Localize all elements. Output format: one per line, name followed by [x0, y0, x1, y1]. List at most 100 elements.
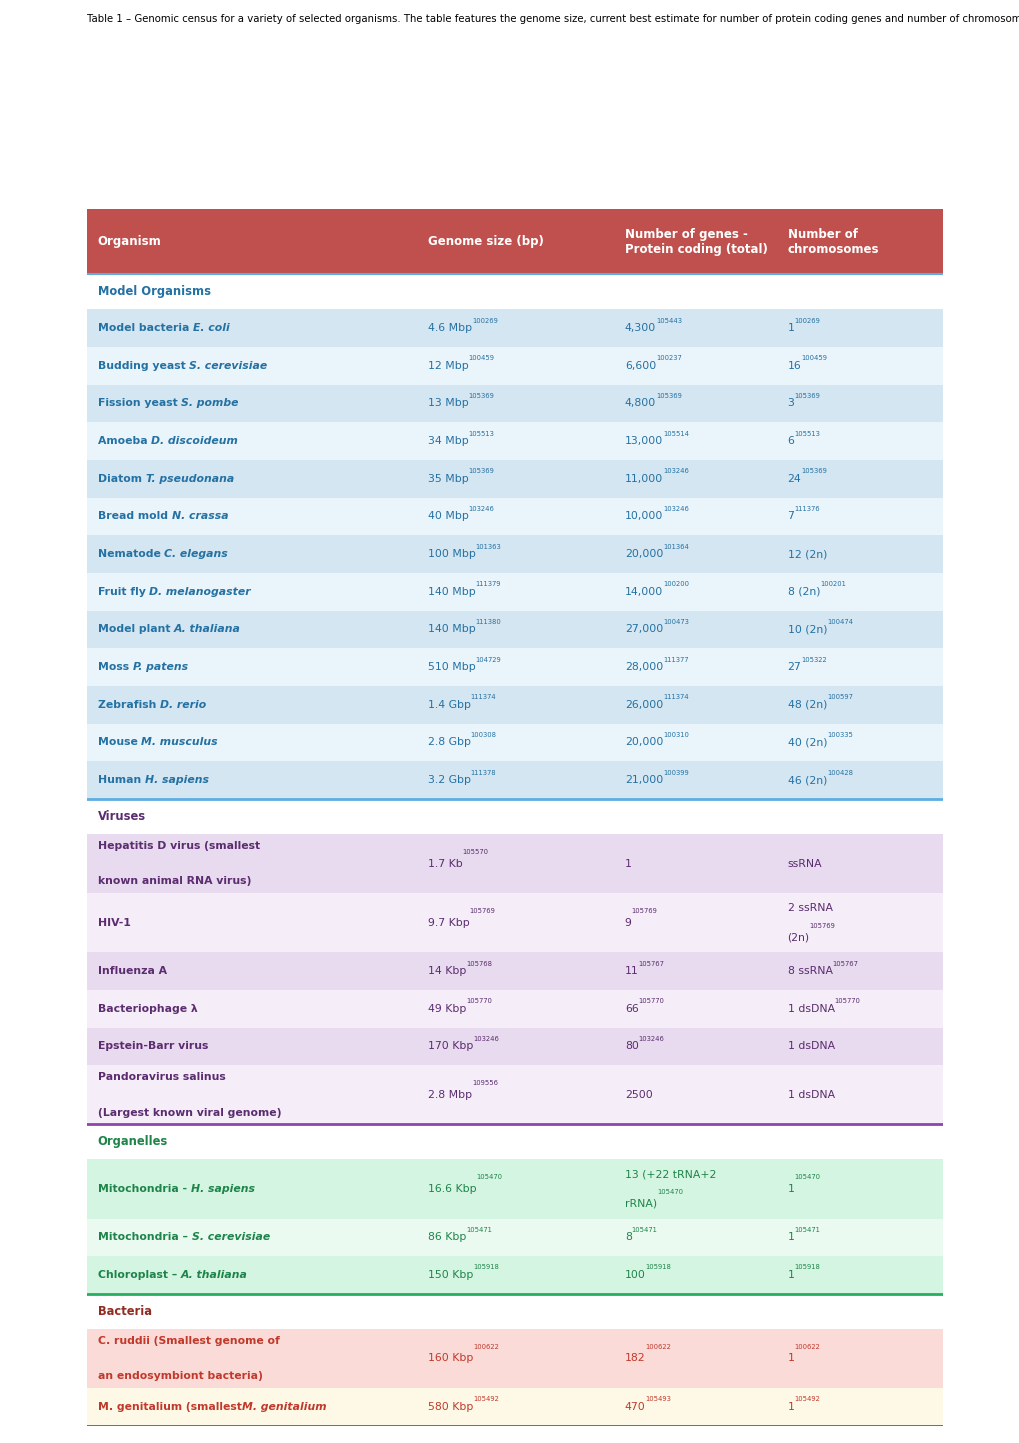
Text: Hepatitis D virus (smallest: Hepatitis D virus (smallest [98, 841, 260, 851]
Text: 109556: 109556 [472, 1079, 497, 1087]
Text: 111378: 111378 [470, 769, 496, 775]
Bar [775, 990, 943, 1027]
Text: 20,000: 20,000 [625, 737, 662, 747]
Text: Bacteria: Bacteria [98, 1304, 152, 1317]
Text: 13 Mbp: 13 Mbp [427, 398, 468, 408]
Text: 100200: 100200 [662, 582, 689, 587]
Text: 3: 3 [787, 398, 794, 408]
Text: D. discoideum: D. discoideum [151, 436, 237, 446]
Text: Bacteriophage λ: Bacteriophage λ [98, 1004, 198, 1014]
Text: 105369: 105369 [801, 468, 826, 475]
Text: 105322: 105322 [801, 657, 826, 662]
Text: H. sapiens: H. sapiens [191, 1183, 255, 1193]
Text: 12 (2n): 12 (2n) [787, 550, 826, 558]
Text: 13 (+22 tRNA+2: 13 (+22 tRNA+2 [625, 1169, 715, 1179]
Text: 103246: 103246 [638, 1036, 663, 1042]
Bar [87, 610, 416, 648]
Text: 100473: 100473 [662, 619, 688, 625]
Bar [416, 535, 613, 573]
Bar [613, 685, 775, 723]
Text: 4,800: 4,800 [625, 398, 655, 408]
Text: Nematode: Nematode [98, 550, 164, 558]
Bar [416, 274, 613, 309]
Bar [416, 990, 613, 1027]
Text: 10 (2n): 10 (2n) [787, 625, 826, 635]
Bar [87, 460, 416, 498]
Bar [416, 1257, 613, 1294]
Text: 105470: 105470 [656, 1189, 683, 1195]
Text: 1: 1 [787, 1183, 794, 1193]
Text: 111374: 111374 [470, 694, 496, 700]
Bar [775, 309, 943, 346]
Text: 105471: 105471 [466, 1227, 491, 1232]
Text: 100269: 100269 [794, 317, 819, 323]
Text: 100622: 100622 [645, 1343, 671, 1349]
Bar [613, 385, 775, 423]
Bar [613, 834, 775, 893]
Text: an endosymbiont bacteria): an endosymbiont bacteria) [98, 1371, 263, 1381]
Bar [87, 762, 416, 799]
Bar [775, 685, 943, 723]
Text: Chloroplast –: Chloroplast – [98, 1270, 180, 1280]
Text: 105918: 105918 [794, 1264, 819, 1270]
Bar [416, 1065, 613, 1124]
Text: Human: Human [98, 775, 145, 785]
Bar [87, 385, 416, 423]
Bar [613, 346, 775, 385]
Bar [416, 834, 613, 893]
Text: 105513: 105513 [468, 430, 494, 437]
Text: Mouse: Mouse [98, 737, 142, 747]
Text: 170 Kbp: 170 Kbp [427, 1042, 473, 1052]
Text: S. cerevisiae: S. cerevisiae [190, 361, 267, 371]
Bar [416, 1329, 613, 1388]
Text: 1: 1 [787, 1270, 794, 1280]
Bar [775, 498, 943, 535]
Text: 105770: 105770 [638, 999, 663, 1004]
Bar [613, 1027, 775, 1065]
Text: 6,600: 6,600 [625, 361, 655, 371]
Bar [87, 799, 416, 834]
Text: 10,000: 10,000 [625, 511, 662, 521]
Text: 105369: 105369 [468, 468, 494, 475]
Bar [613, 1218, 775, 1257]
Text: 34 Mbp: 34 Mbp [427, 436, 468, 446]
Bar [613, 952, 775, 990]
Bar [87, 535, 416, 573]
Text: Table 1 – Genomic census for a variety of selected organisms. The table features: Table 1 – Genomic census for a variety o… [87, 14, 1019, 25]
Text: ssRNA: ssRNA [787, 859, 821, 869]
Text: 104729: 104729 [475, 657, 500, 662]
Bar [775, 1027, 943, 1065]
Text: 101363: 101363 [475, 544, 501, 550]
Text: 100335: 100335 [826, 732, 852, 737]
Bar [613, 309, 775, 346]
Text: Genome size (bp): Genome size (bp) [427, 235, 543, 248]
Bar [613, 799, 775, 834]
Text: Number of genes -
Protein coding (total): Number of genes - Protein coding (total) [625, 228, 767, 255]
Text: 470: 470 [625, 1401, 645, 1411]
Bar [613, 723, 775, 762]
Text: 66: 66 [625, 1004, 638, 1014]
Text: 580 Kbp: 580 Kbp [427, 1401, 473, 1411]
Text: 9.7 Kbp: 9.7 Kbp [427, 918, 469, 928]
Bar [775, 799, 943, 834]
Text: HIV-1: HIV-1 [98, 918, 130, 928]
Text: 100474: 100474 [826, 619, 852, 625]
Text: 111374: 111374 [662, 694, 688, 700]
Text: Bread mold: Bread mold [98, 511, 171, 521]
Bar [775, 535, 943, 573]
Text: 105767: 105767 [638, 961, 663, 967]
Text: 105918: 105918 [473, 1264, 498, 1270]
Text: 1 dsDNA: 1 dsDNA [787, 1089, 834, 1100]
Text: (Largest known viral genome): (Largest known viral genome) [98, 1108, 281, 1117]
Bar [613, 762, 775, 799]
Text: 27,000: 27,000 [625, 625, 662, 635]
Bar [775, 723, 943, 762]
Text: 7: 7 [787, 511, 794, 521]
Text: 16.6 Kbp: 16.6 Kbp [427, 1183, 476, 1193]
Text: Fruit fly: Fruit fly [98, 587, 150, 597]
Bar [416, 1027, 613, 1065]
Text: Zebrafish: Zebrafish [98, 700, 160, 710]
Text: 1: 1 [625, 859, 631, 869]
Text: 160 Kbp: 160 Kbp [427, 1354, 473, 1364]
Text: Fission yeast: Fission yeast [98, 398, 181, 408]
